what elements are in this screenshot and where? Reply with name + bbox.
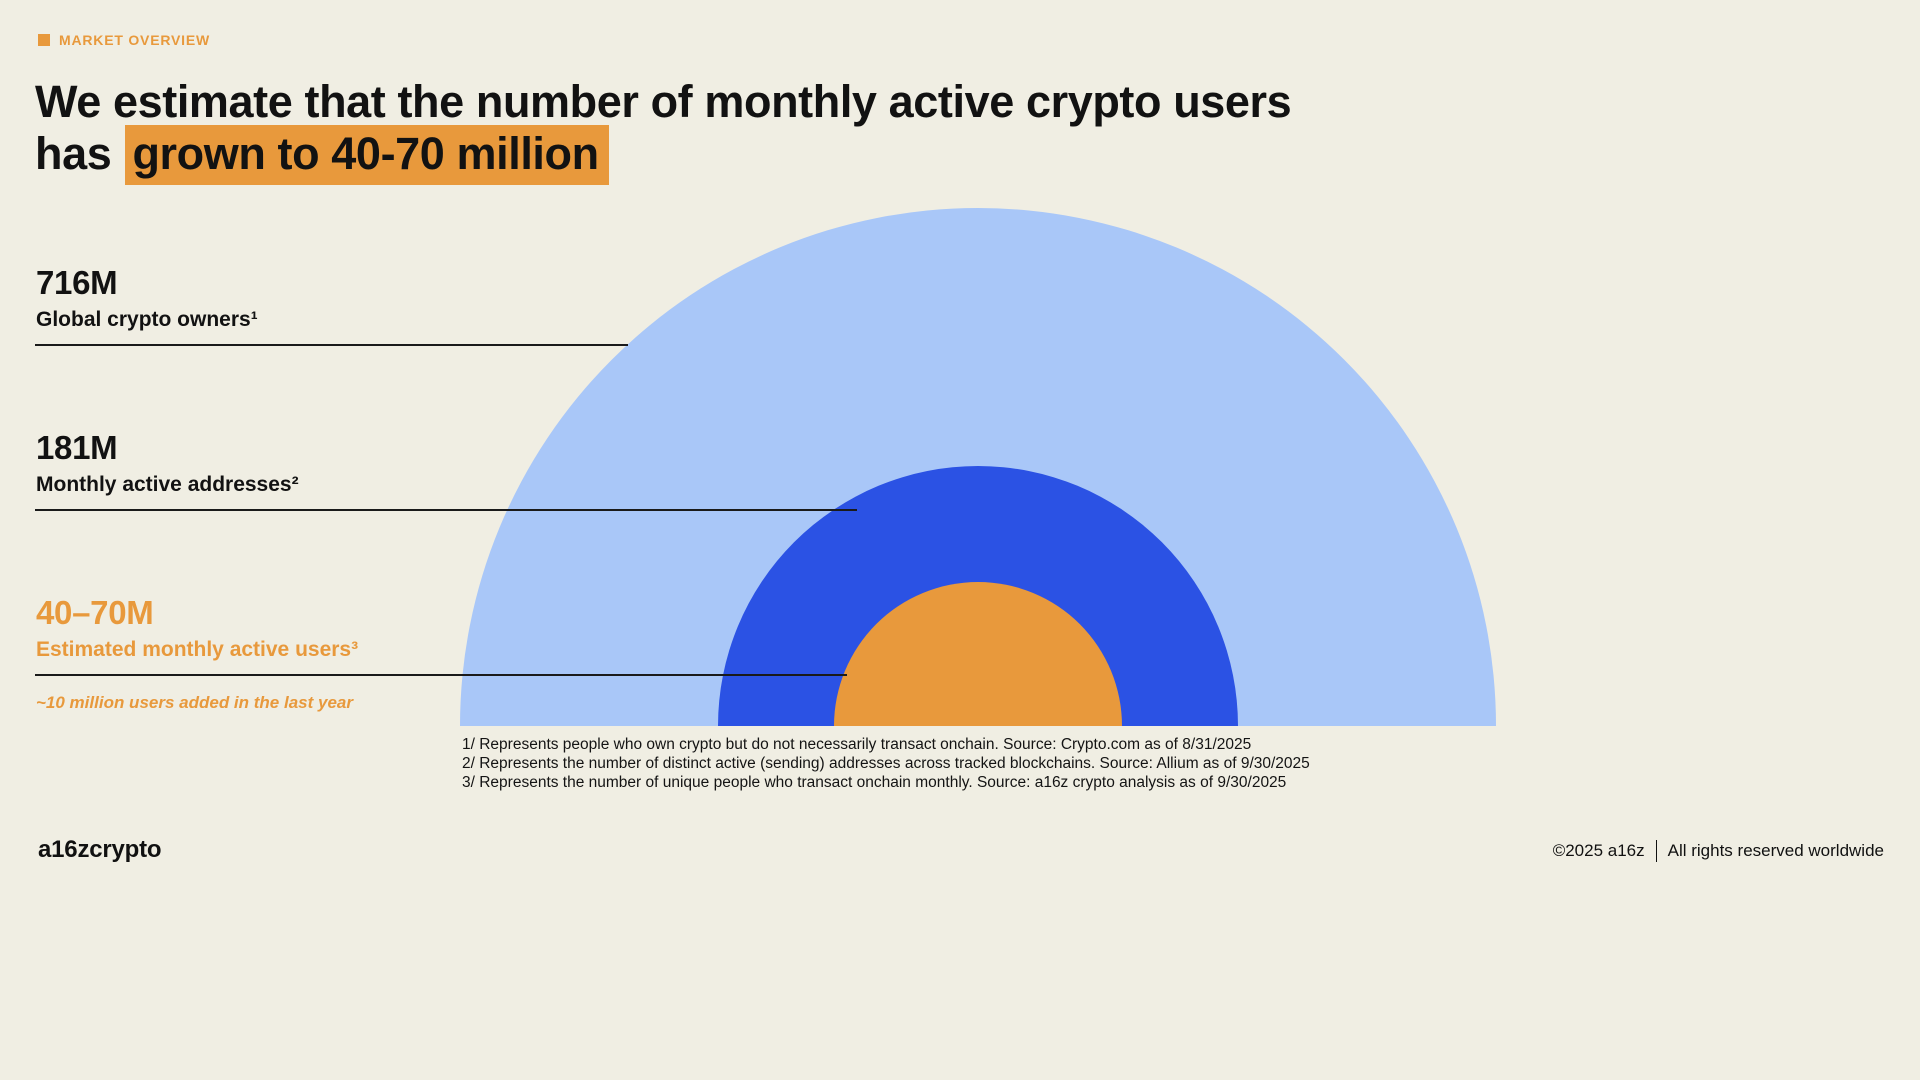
eyebrow-label: MARKET OVERVIEW xyxy=(59,32,210,48)
square-bullet-icon xyxy=(38,34,50,46)
leader-line-monthly-active-addresses xyxy=(35,509,857,511)
value-global-crypto-owners: 716M xyxy=(36,264,118,301)
footnote-1: 1/ Represents people who own crypto but … xyxy=(462,736,1252,753)
leader-line-global-crypto-owners xyxy=(35,344,628,346)
label-estimated-monthly-active-users: Estimated monthly active users³ xyxy=(36,638,359,661)
label-group-monthly-active-addresses: 181M Monthly active addresses² xyxy=(36,429,299,497)
title-line1: We estimate that the number of monthly a… xyxy=(35,76,1292,127)
label-group-estimated-monthly-active-users: 40–70M Estimated monthly active users³ xyxy=(36,594,358,662)
copyright-divider xyxy=(1655,840,1657,862)
eyebrow: MARKET OVERVIEW xyxy=(38,32,210,48)
footnotes: 1/ Represents people who own crypto but … xyxy=(462,735,1310,792)
value-monthly-active-addresses: 181M xyxy=(36,429,118,466)
copyright-text: ©2025 a16z xyxy=(1552,841,1645,860)
copyright: ©2025 a16z All rights reserved worldwide xyxy=(1553,840,1884,862)
title-highlight: grown to 40-70 million xyxy=(125,125,609,185)
value-estimated-monthly-active-users: 40–70M xyxy=(36,594,154,631)
label-global-crypto-owners: Global crypto owners¹ xyxy=(36,308,258,331)
footnote-2: 2/ Represents the number of distinct act… xyxy=(462,755,1310,772)
leader-line-estimated-monthly-active-users xyxy=(35,674,847,676)
slide-title: We estimate that the number of monthly a… xyxy=(35,76,1292,185)
label-monthly-active-addresses: Monthly active addresses² xyxy=(36,473,299,496)
growth-annotation: ~10 million users added in the last year xyxy=(36,693,353,712)
a16zcrypto-logo: a16zcrypto xyxy=(38,836,162,863)
footnote-3: 3/ Represents the number of unique peopl… xyxy=(462,774,1287,791)
rights-text: All rights reserved worldwide xyxy=(1667,841,1884,860)
title-line2-prefix: has xyxy=(35,128,124,179)
label-group-global-crypto-owners: 716M Global crypto owners¹ xyxy=(36,264,258,332)
